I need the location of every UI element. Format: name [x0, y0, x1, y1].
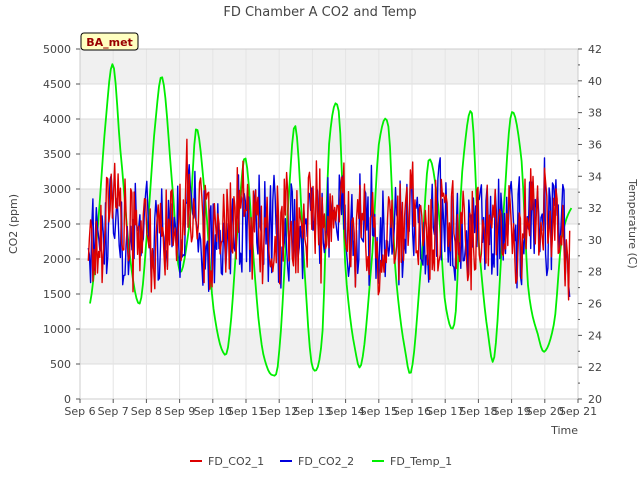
y-tick-label: 3500: [43, 148, 71, 161]
x-axis-label: Time: [550, 424, 578, 437]
y-tick-label: 0: [64, 393, 71, 406]
y2-tick-label: 28: [588, 266, 602, 279]
y-tick-label: 1000: [43, 323, 71, 336]
ba-met-label: BA_met: [86, 36, 133, 49]
band-1: [80, 329, 578, 364]
x-tick-label: Sep 11: [227, 405, 265, 418]
y2-tick-label: 42: [588, 43, 602, 56]
y2-tick-label: 32: [588, 202, 602, 215]
y-tick-label: 4000: [43, 113, 71, 126]
x-tick-label: Sep 13: [293, 405, 331, 418]
series-line-fd-temp-1: [89, 63, 573, 377]
y-tick-label: 1500: [43, 288, 71, 301]
chart-title: FD Chamber A CO2 and Temp: [223, 5, 416, 20]
y2-axis-label: Temperature (C): [626, 178, 639, 268]
y2-tick-label: 30: [588, 234, 602, 247]
x-tick-label: Sep 16: [393, 405, 431, 418]
legend-item-fd-co2-1: FD_CO2_1: [190, 455, 264, 468]
legend-label: FD_CO2_1: [208, 455, 264, 468]
legend: FD_CO2_1 FD_CO2_2 FD_Temp_1: [190, 455, 452, 468]
y-axis-right: 20 22 24 26 28 30 32 34 36 38 40 42: [578, 43, 602, 406]
band-3: [80, 259, 578, 294]
x-tick-label: Sep 9: [164, 405, 195, 418]
ba-met-annotation: BA_met: [80, 32, 139, 51]
x-tick-label: Sep 17: [426, 405, 464, 418]
x-tick-label: Sep 6: [64, 405, 95, 418]
x-tick-label: Sep 7: [98, 405, 129, 418]
band-8: [80, 84, 578, 119]
y-axis-label: CO2 (ppm): [7, 194, 20, 254]
y2-tick-label: 20: [588, 393, 602, 406]
y2-tick-label: 36: [588, 138, 602, 151]
y2-tick-label: 34: [588, 170, 602, 183]
band-0: [80, 364, 578, 399]
y-tick-label: 2500: [43, 218, 71, 231]
legend-item-fd-co2-2: FD_CO2_2: [280, 455, 354, 468]
y-tick-label: 2000: [43, 253, 71, 266]
y-tick-label: 500: [50, 358, 71, 371]
legend-label: FD_CO2_2: [298, 455, 354, 468]
y-axis-left: 0 500 1000 1500 2000 2500 3000 3500 4000 4500 5000: [43, 43, 80, 406]
x-tick-label: Sep 21: [559, 405, 597, 418]
y2-tick-label: 22: [588, 361, 602, 374]
series-line-fd-co2-1: [87, 138, 571, 301]
band-2: [80, 294, 578, 329]
y2-tick-label: 26: [588, 298, 602, 311]
legend-item-fd-temp-1: FD_Temp_1: [372, 455, 452, 468]
x-tick-label: Sep 12: [260, 405, 298, 418]
plot-lines: [87, 63, 573, 377]
legend-label: FD_Temp_1: [390, 455, 452, 468]
x-tick-label: Sep 15: [360, 405, 398, 418]
y2-tick-label: 24: [588, 329, 602, 342]
x-tick-label: Sep 14: [326, 405, 364, 418]
band-9: [80, 49, 578, 84]
x-tick-label: Sep 19: [492, 405, 530, 418]
x-tick-label: Sep 8: [131, 405, 162, 418]
y2-tick-label: 40: [588, 75, 602, 88]
x-tick-label: Sep 10: [194, 405, 232, 418]
y-tick-label: 3000: [43, 183, 71, 196]
y2-tick-label: 38: [588, 107, 602, 120]
x-tick-label: Sep 20: [526, 405, 564, 418]
y-tick-label: 5000: [43, 43, 71, 56]
x-tick-label: Sep 18: [459, 405, 497, 418]
y-tick-label: 4500: [43, 78, 71, 91]
